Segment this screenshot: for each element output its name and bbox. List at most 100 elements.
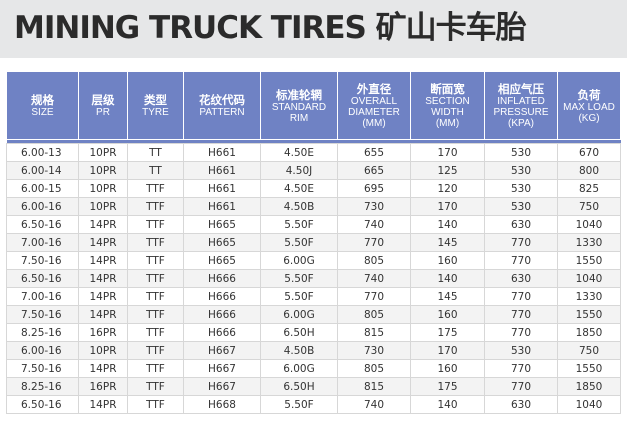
column-header: 负荷 MAX LOAD (KG) [557, 71, 621, 140]
table-cell: 805 [337, 305, 411, 324]
table-cell: 750 [557, 197, 621, 216]
tire-spec-table: 规格 SIZE 层级 PR 类型 TYRE 花纹代码 PATTERN 标准轮辋 STANDARD R… [6, 71, 621, 414]
table-row: 6.50-16 14PR TTF H668 5.50F 740 140 630 1040 [6, 395, 621, 414]
table-cell: 10PR [78, 179, 128, 198]
table-cell: 4.50E [260, 143, 338, 162]
column-header-en: STANDARD [271, 101, 327, 113]
table-cell: H666 [183, 287, 261, 306]
table-cell: 14PR [78, 269, 128, 288]
table-row: 8.25-16 16PR TTF H667 6.50H 815 175 770 1850 [6, 377, 621, 396]
table-cell: 175 [410, 323, 485, 342]
column-header-cn: 负荷 [577, 87, 601, 102]
column-header-cn: 标准轮辋 [276, 87, 322, 102]
table-row: 6.50-16 14PR TTF H666 5.50F 740 140 630 1040 [6, 269, 621, 288]
table-row: 7.00-16 14PR TTF H665 5.50F 770 145 770 1330 [6, 233, 621, 252]
table-cell: 14PR [78, 233, 128, 252]
table-cell: TT [127, 161, 184, 180]
table-cell: 630 [484, 215, 558, 234]
table-cell: H666 [183, 269, 261, 288]
table-cell: 10PR [78, 161, 128, 180]
table-cell: 530 [484, 143, 558, 162]
table-cell: 145 [410, 233, 485, 252]
table-cell: 530 [484, 179, 558, 198]
column-header-en: PR [96, 107, 110, 118]
column-header-en: (MM) [435, 118, 460, 129]
table-cell: 530 [484, 341, 558, 360]
table-cell: 4.50E [260, 179, 338, 198]
table-cell: H667 [183, 359, 261, 378]
table-cell: 6.00-16 [6, 197, 79, 216]
table-cell: 630 [484, 395, 558, 414]
table-cell: 770 [484, 251, 558, 270]
table-cell: H661 [183, 197, 261, 216]
table-cell: 7.00-16 [6, 287, 79, 306]
table-cell: 800 [557, 161, 621, 180]
table-cell: 1550 [557, 305, 621, 324]
column-header-cn: 外直径 [356, 82, 392, 96]
column-header-en: OVERALL [350, 96, 398, 107]
column-header: 规格 SIZE [6, 71, 79, 140]
table-cell: TTF [127, 323, 184, 342]
column-header: 层级 PR [78, 71, 128, 140]
table-cell: 730 [337, 341, 411, 360]
table-cell: 6.50H [260, 377, 338, 396]
table-cell: 5.50F [260, 287, 338, 306]
table-cell: 740 [337, 215, 411, 234]
table-cell: 160 [410, 305, 485, 324]
table-cell: 7.50-16 [6, 305, 79, 324]
table-row: 6.00-14 10PR TT H661 4.50J 665 125 530 800 [6, 161, 621, 180]
table-cell: 14PR [78, 287, 128, 306]
table-cell: TTF [127, 179, 184, 198]
table-cell: 145 [410, 287, 485, 306]
table-cell: 170 [410, 143, 485, 162]
table-cell: 5.50F [260, 269, 338, 288]
table-cell: 770 [484, 323, 558, 342]
table-cell: 665 [337, 161, 411, 180]
table-cell: 6.50-16 [6, 269, 79, 288]
table-cell: H665 [183, 215, 261, 234]
column-header: 类型 TYRE [127, 71, 184, 140]
table-cell: 770 [484, 377, 558, 396]
table-cell: 140 [410, 215, 485, 234]
table-cell: 14PR [78, 395, 128, 414]
table-cell: H667 [183, 341, 261, 360]
table-cell: 770 [484, 305, 558, 324]
table-cell: 5.50F [260, 233, 338, 252]
title-bar: MINING TRUCK TIRES 矿山卡车胎 [0, 0, 627, 58]
table-cell: 1550 [557, 251, 621, 270]
table-cell: H666 [183, 323, 261, 342]
column-header-en: WIDTH [431, 107, 464, 118]
table-row: 6.00-15 10PR TTF H661 4.50E 695 120 530 825 [6, 179, 621, 198]
table-cell: 770 [484, 287, 558, 306]
table-cell: 160 [410, 359, 485, 378]
table-cell: 825 [557, 179, 621, 198]
table-cell: 1040 [557, 215, 621, 234]
table-cell: 14PR [78, 359, 128, 378]
column-header-en: SECTION [425, 96, 470, 107]
column-header: 断面宽 SECTION WIDTH (MM) [410, 71, 485, 140]
table-cell: H665 [183, 233, 261, 252]
table-cell: 140 [410, 395, 485, 414]
table-cell: 815 [337, 323, 411, 342]
table-cell: TT [127, 143, 184, 162]
table-cell: 14PR [78, 251, 128, 270]
table-row: 6.00-16 10PR TTF H661 4.50B 730 170 530 750 [6, 197, 621, 216]
table-cell: 1040 [557, 269, 621, 288]
page-title: MINING TRUCK TIRES 矿山卡车胎 [14, 10, 527, 46]
table-cell: 6.50-16 [6, 395, 79, 414]
table-cell: 805 [337, 251, 411, 270]
column-header: 相应气压 INFLATED PRESSURE (KPA) [484, 71, 558, 140]
table-cell: 1850 [557, 377, 621, 396]
table-cell: 5.50F [260, 215, 338, 234]
table-cell: 1040 [557, 395, 621, 414]
table-cell: 750 [557, 341, 621, 360]
table-cell: TTF [127, 197, 184, 216]
column-header: 花纹代码 PATTERN [183, 71, 261, 140]
table-cell: 14PR [78, 305, 128, 324]
table-cell: 805 [337, 359, 411, 378]
table-row: 6.00-16 10PR TTF H667 4.50B 730 170 530 750 [6, 341, 621, 360]
table-cell: TTF [127, 305, 184, 324]
table-cell: H661 [183, 143, 261, 162]
table-cell: 16PR [78, 377, 128, 396]
column-header-en: INFLATED [497, 96, 545, 107]
